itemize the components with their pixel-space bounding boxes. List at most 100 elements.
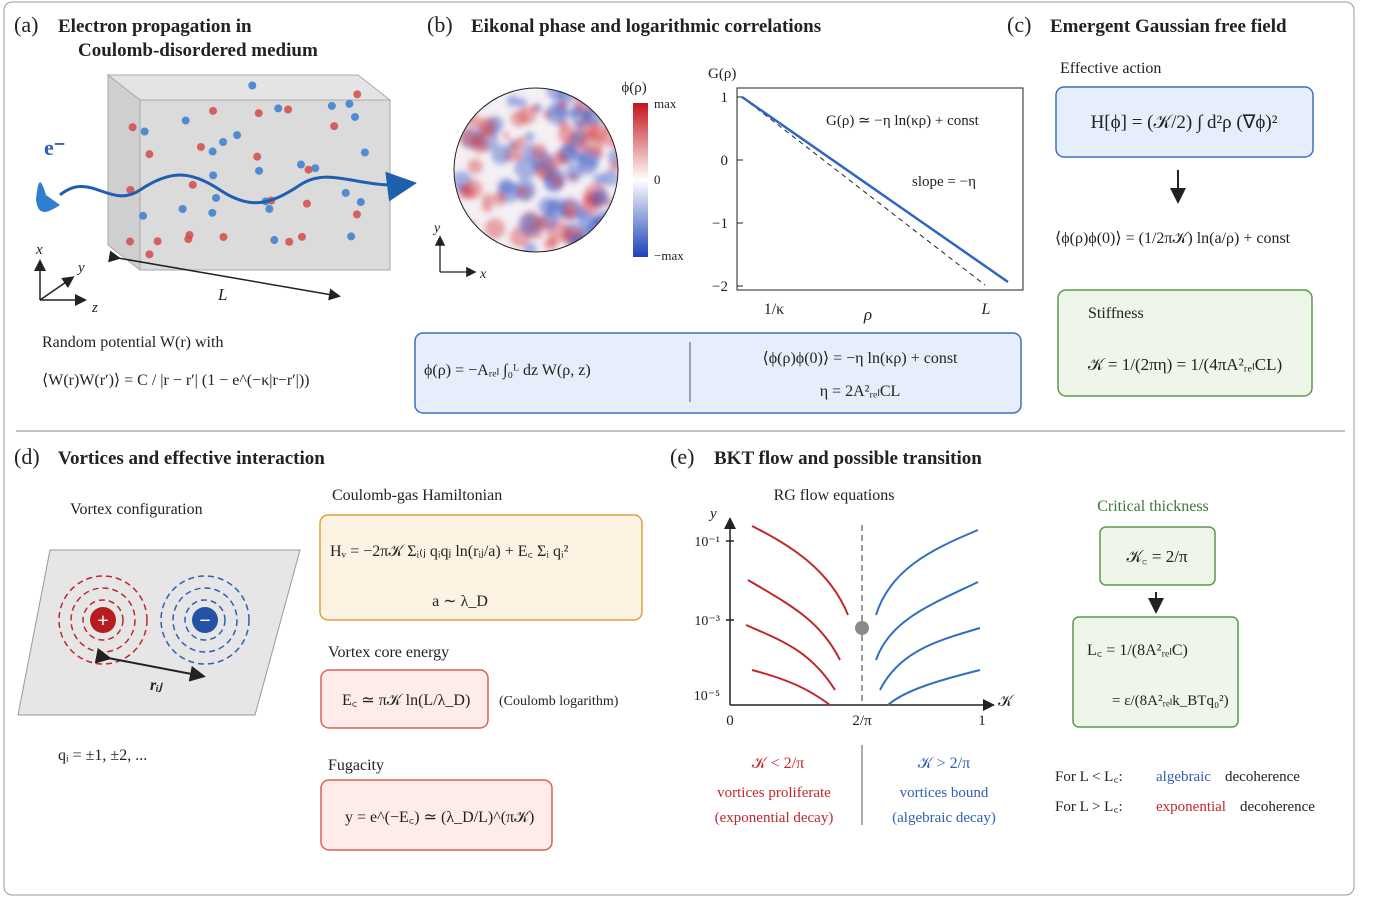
impurity bbox=[253, 152, 262, 161]
impurity bbox=[360, 148, 369, 157]
impurity bbox=[341, 188, 350, 197]
label: ⟨ϕ(ρ)ϕ(0)⟩ = (1/2π𝒦) ln(a/ρ) + const bbox=[1055, 230, 1291, 247]
impurity bbox=[188, 180, 197, 189]
label: Eikonal phase and logarithmic correlatio… bbox=[471, 16, 821, 37]
label: z bbox=[91, 300, 98, 316]
medium-slab bbox=[106, 73, 392, 272]
fugacity-box bbox=[320, 779, 553, 851]
phase-blob bbox=[470, 135, 490, 154]
eikonal-box bbox=[414, 332, 1022, 414]
label: x bbox=[479, 267, 487, 282]
impurity bbox=[126, 185, 135, 194]
label: ϕ(ρ) bbox=[621, 80, 646, 96]
impurity bbox=[209, 106, 218, 115]
impurity bbox=[347, 232, 356, 241]
label: E꜀ ≃ π𝒦 ln(L/λ_D) bbox=[342, 692, 470, 709]
label: Stiffness bbox=[1088, 305, 1144, 322]
label: 𝒦꜀ = 2/π bbox=[1126, 547, 1188, 566]
label: (e) bbox=[670, 444, 694, 469]
impurity bbox=[327, 101, 336, 110]
action-box bbox=[1055, 86, 1314, 158]
label: 0 bbox=[726, 713, 734, 729]
label: G(ρ) bbox=[708, 66, 736, 82]
flow-red bbox=[745, 525, 849, 706]
impurity bbox=[311, 164, 320, 173]
label: For L < L꜀: bbox=[1055, 769, 1123, 785]
thickness-box bbox=[1072, 616, 1239, 728]
label: −2 bbox=[712, 279, 728, 295]
label: Vortex core energy bbox=[328, 644, 449, 661]
phase-blob bbox=[506, 94, 519, 108]
phase-blob bbox=[535, 215, 550, 230]
label: For L > L꜀: bbox=[1055, 799, 1123, 815]
label: 10⁻³ bbox=[694, 614, 720, 629]
impurity bbox=[145, 150, 154, 159]
impurity bbox=[265, 204, 274, 213]
flow-blue bbox=[875, 529, 981, 706]
label: Hᵥ = −2π𝒦 Σᵢ₍ⱼ qᵢqⱼ ln(rᵢⱼ/a) + E꜀ Σᵢ qᵢ… bbox=[330, 543, 569, 560]
phase-blob bbox=[552, 150, 568, 167]
phase-blob bbox=[516, 97, 527, 109]
phase-blob bbox=[458, 185, 472, 200]
impurity bbox=[356, 198, 365, 207]
label: + bbox=[97, 610, 108, 632]
phase-blob bbox=[481, 200, 493, 213]
phase-blob bbox=[510, 110, 528, 128]
label: 𝒦 > 2/π bbox=[918, 755, 970, 772]
label: 10⁻⁵ bbox=[694, 689, 720, 704]
impurity bbox=[351, 112, 360, 121]
label: −max bbox=[654, 248, 684, 263]
impurity bbox=[196, 142, 205, 151]
phase-blob bbox=[550, 174, 565, 189]
label: 1 bbox=[978, 713, 986, 729]
impurity bbox=[270, 236, 279, 245]
critical-box bbox=[1099, 526, 1216, 586]
axes-b bbox=[434, 235, 477, 278]
label: RG flow equations bbox=[774, 487, 895, 504]
plot-ticks bbox=[737, 96, 743, 287]
phase-blob bbox=[524, 131, 535, 143]
length-arrow bbox=[108, 250, 341, 301]
impurity bbox=[128, 123, 137, 132]
label: x bbox=[35, 242, 43, 258]
impurity bbox=[219, 138, 228, 147]
impurity bbox=[233, 131, 242, 140]
core-box bbox=[320, 669, 489, 729]
phase-blob bbox=[511, 138, 525, 152]
impurity bbox=[212, 193, 221, 202]
fit-line bbox=[741, 96, 986, 286]
label: 𝒦 bbox=[998, 693, 1015, 710]
distance-arrow bbox=[94, 647, 206, 682]
plot-frame bbox=[736, 87, 1024, 291]
phase-blob bbox=[479, 120, 494, 135]
impurity bbox=[178, 204, 187, 213]
phase-blob bbox=[513, 179, 536, 202]
phase-blob bbox=[590, 188, 610, 207]
impurity bbox=[330, 122, 339, 131]
label: Effective action bbox=[1060, 60, 1161, 77]
phase-blob bbox=[523, 242, 538, 252]
phase-blob bbox=[602, 169, 618, 187]
vortex-plus bbox=[90, 607, 116, 633]
impurity bbox=[297, 232, 306, 241]
label: ϕ(ρ) = −Aᵣₑₗ ∫₀ᴸ dz W(ρ, z) bbox=[424, 362, 591, 380]
map-border bbox=[453, 87, 619, 253]
label: Critical thickness bbox=[1097, 498, 1209, 515]
impurity bbox=[353, 90, 362, 99]
phase-blob bbox=[578, 211, 599, 232]
label: (b) bbox=[427, 12, 453, 37]
phase-blob bbox=[467, 158, 483, 175]
impurity bbox=[209, 171, 218, 180]
label: η = 2A²ᵣₑₗCL bbox=[820, 383, 901, 400]
label: L꜀ = 1/(8A²ᵣₑₗC) bbox=[1087, 642, 1188, 659]
impurity bbox=[219, 233, 228, 242]
phase-blob bbox=[579, 131, 604, 156]
impurity bbox=[248, 81, 257, 90]
impurity bbox=[208, 208, 217, 217]
wave-packet bbox=[36, 182, 60, 212]
fixed-point bbox=[855, 621, 869, 635]
label: Vortex configuration bbox=[70, 501, 203, 518]
label: Random potential W(r) with bbox=[42, 334, 223, 351]
impurity bbox=[304, 165, 313, 174]
